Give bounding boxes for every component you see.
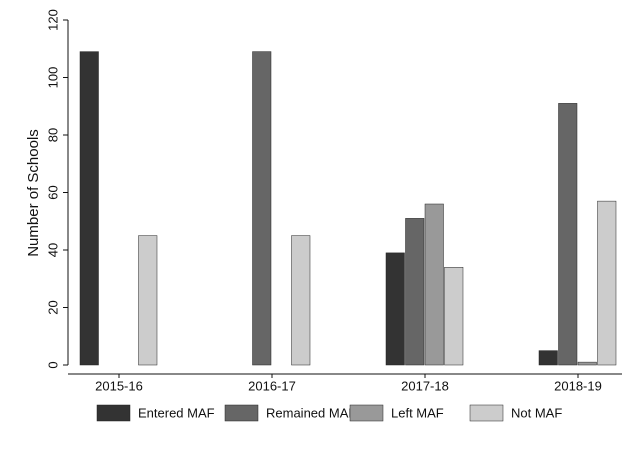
bar bbox=[385, 252, 405, 366]
bar bbox=[444, 267, 464, 366]
bar bbox=[291, 235, 311, 366]
y-axis-label: Number of Schools bbox=[25, 129, 42, 257]
y-tick-label: 0 bbox=[45, 361, 60, 368]
x-tick-label: 2017-18 bbox=[401, 378, 449, 393]
y-tick-label: 60 bbox=[45, 185, 60, 199]
legend-swatch bbox=[96, 404, 131, 422]
legend-swatch bbox=[349, 404, 384, 422]
bar bbox=[597, 200, 617, 366]
x-tick-label: 2018-19 bbox=[554, 378, 602, 393]
y-tick-label: 20 bbox=[45, 300, 60, 314]
x-tick-label: 2016-17 bbox=[248, 378, 296, 393]
legend-label: Entered MAF bbox=[138, 405, 215, 420]
legend-label: Not MAF bbox=[511, 405, 562, 420]
y-tick-label: 40 bbox=[45, 243, 60, 257]
legend-swatch bbox=[224, 404, 259, 422]
y-tick-label: 100 bbox=[45, 67, 60, 89]
x-tick-label: 2015-16 bbox=[95, 378, 143, 393]
bar bbox=[138, 235, 158, 366]
legend-label: Remained MAF bbox=[266, 405, 356, 420]
legend-swatch bbox=[469, 404, 504, 422]
bar bbox=[577, 361, 597, 366]
bar bbox=[538, 350, 558, 366]
bar bbox=[558, 103, 578, 366]
y-tick-label: 80 bbox=[45, 128, 60, 142]
bar bbox=[424, 203, 444, 366]
legend-label: Left MAF bbox=[391, 405, 444, 420]
bar bbox=[405, 218, 425, 366]
bar bbox=[252, 51, 272, 366]
bar bbox=[79, 51, 99, 366]
y-tick-label: 120 bbox=[45, 9, 60, 31]
